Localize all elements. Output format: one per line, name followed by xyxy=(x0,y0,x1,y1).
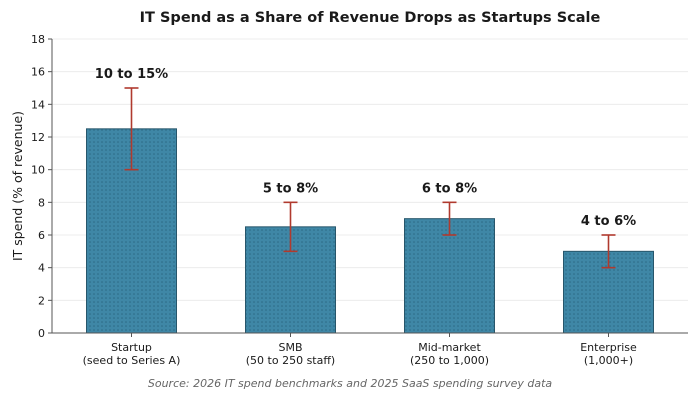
axes: 0 2 4 6 8 10 12 14 16 18 Startup (seed to Series A)… xyxy=(31,33,688,367)
x-tick-label: Startup (seed to Series A) xyxy=(83,341,181,367)
y-tick-label: 10 xyxy=(31,164,45,177)
error-bar xyxy=(124,87,139,171)
data-label: 5 to 8% xyxy=(263,181,318,196)
data-label: 4 to 6% xyxy=(581,214,636,229)
chart-title: IT Spend as a Share of Revenue Drops as … xyxy=(140,10,601,26)
y-tick-label: 0 xyxy=(38,327,45,340)
y-axis-label: IT spend (% of revenue) xyxy=(10,111,25,261)
data-label: 6 to 8% xyxy=(422,181,477,196)
y-tick-label: 8 xyxy=(38,196,45,209)
y-tick-label: 16 xyxy=(31,66,45,79)
y-tick-label: 18 xyxy=(31,33,45,46)
error-bar xyxy=(601,234,616,269)
x-tick-label: Enterprise (1,000+) xyxy=(580,341,637,367)
source-note: Source: 2026 IT spend benchmarks and 202… xyxy=(148,377,553,390)
y-tick-label: 14 xyxy=(31,98,45,111)
y-tick-label: 2 xyxy=(38,294,45,307)
bar xyxy=(404,218,495,334)
y-tick-label: 6 xyxy=(38,229,45,242)
error-bar xyxy=(442,201,457,236)
error-bar xyxy=(283,201,298,253)
bars: 10 to 15% 5 to 8% 6 to 8% 4 to 6% xyxy=(86,67,654,334)
x-tick-label: Mid-market (250 to 1,000) xyxy=(410,341,489,367)
x-tick-label: SMB (50 to 250 staff) xyxy=(246,341,335,367)
y-tick-label: 4 xyxy=(38,262,45,275)
data-label: 10 to 15% xyxy=(95,67,168,82)
y-tick-label: 12 xyxy=(31,131,45,144)
